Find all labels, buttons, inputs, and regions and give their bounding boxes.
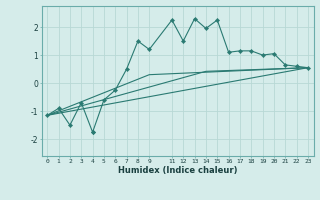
- X-axis label: Humidex (Indice chaleur): Humidex (Indice chaleur): [118, 166, 237, 175]
